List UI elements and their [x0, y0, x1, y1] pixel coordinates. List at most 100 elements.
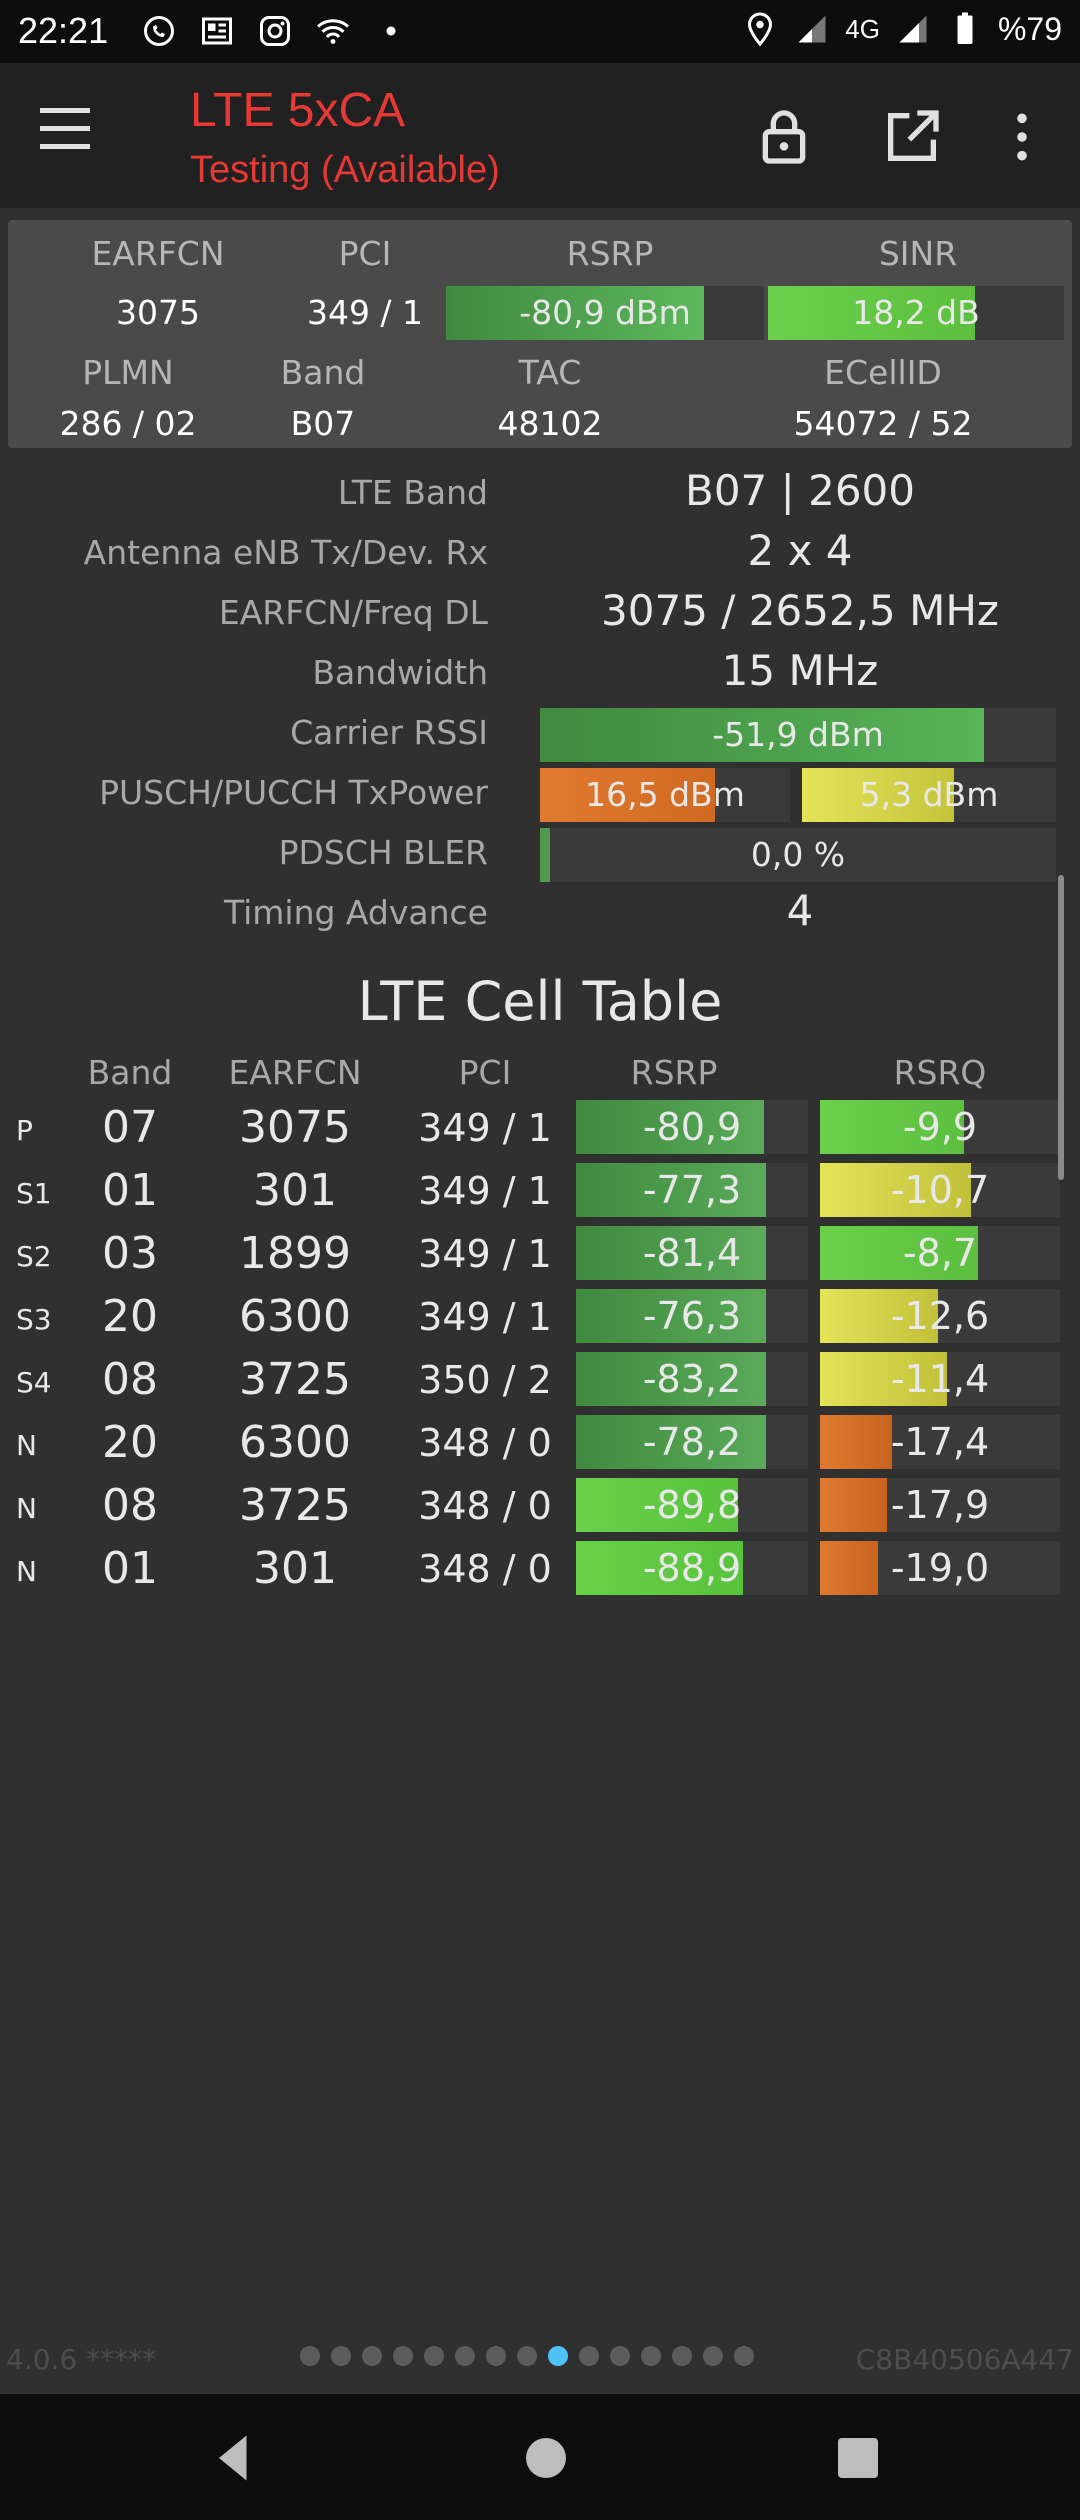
cell-pci: 348 / 0 — [418, 1484, 552, 1528]
rsrp-bar-fill — [576, 1163, 767, 1217]
rsrp-header: RSRP — [566, 234, 654, 273]
rsrp-value: -83,2 — [642, 1357, 742, 1401]
row-type: S1 — [16, 1177, 52, 1210]
pucch-txpower-bar-fill — [802, 768, 955, 822]
row-type: S4 — [16, 1366, 52, 1399]
rsrp-bar: -83,2 — [576, 1352, 808, 1406]
rsrp-bar-fill — [576, 1352, 767, 1406]
rsrq-bar: -8,7 — [820, 1226, 1060, 1280]
cell-earfcn: 6300 — [239, 1417, 351, 1468]
rsrq-bar-fill — [820, 1541, 878, 1595]
cell-earfcn: 3075 — [239, 1102, 351, 1153]
earfcn-value: 3075 — [116, 293, 200, 332]
cell-pci: 349 / 1 — [418, 1232, 552, 1276]
detail-value-bandwidth: 15 MHz — [721, 646, 879, 695]
row-type: S2 — [16, 1240, 52, 1273]
rsrq-value: -10,7 — [890, 1168, 990, 1212]
page-dot-active[interactable] — [548, 2346, 568, 2366]
cell-band: 01 — [102, 1543, 158, 1594]
detail-value-pusch-txpower: 16,5 dBm — [585, 775, 745, 814]
cell-earfcn: 6300 — [239, 1291, 351, 1342]
scrollbar[interactable] — [1058, 875, 1064, 1180]
tac-header: TAC — [518, 353, 582, 392]
detail-value-bler: 0,0 % — [750, 835, 846, 874]
carrier-rssi-bar: -51,9 dBm — [540, 708, 1056, 762]
cell-earfcn: 1899 — [239, 1228, 351, 1279]
rsrq-bar: -9,9 — [820, 1100, 1060, 1154]
summary-panel: EARFCN PCI RSRP SINR 3075 349 / 1 -80,9 … — [8, 220, 1072, 448]
rsrq-bar: -12,6 — [820, 1289, 1060, 1343]
detail-label-lte-band: LTE Band — [337, 473, 488, 512]
pusch-txpower-bar: 16,5 dBm — [540, 768, 790, 822]
recents-icon[interactable] — [822, 2422, 894, 2494]
page-dot[interactable] — [579, 2346, 599, 2366]
column-header-earfcn: EARFCN — [228, 1053, 362, 1092]
rsrp-bar-fill — [576, 1541, 744, 1595]
page-dot[interactable] — [362, 2346, 382, 2366]
page-dot[interactable] — [331, 2346, 351, 2366]
cell-band: 07 — [102, 1102, 158, 1153]
battery-icon — [946, 10, 984, 48]
cell-earfcn: 3725 — [239, 1354, 351, 1405]
sinr-header: SINR — [878, 234, 958, 273]
detail-label-antenna: Antenna eNB Tx/Dev. Rx — [83, 533, 488, 572]
page-dot[interactable] — [486, 2346, 506, 2366]
page-dot[interactable] — [610, 2346, 630, 2366]
back-icon[interactable] — [198, 2422, 270, 2494]
page-subtitle: Testing (Available) — [190, 149, 500, 191]
page-dot[interactable] — [641, 2346, 661, 2366]
news-icon — [198, 12, 236, 50]
detail-value-pucch-txpower: 5,3 dBm — [859, 775, 999, 814]
wifi-icon — [314, 12, 352, 50]
cell-earfcn: 301 — [253, 1543, 337, 1594]
ecellid-header: ECellID — [824, 353, 942, 392]
cell-earfcn: 3725 — [239, 1480, 351, 1531]
rsrq-bar-fill — [820, 1352, 948, 1406]
rsrq-bar: -17,4 — [820, 1415, 1060, 1469]
sinr-value: 18,2 dB — [852, 293, 980, 332]
rsrq-bar: -19,0 — [820, 1541, 1060, 1595]
pci-header: PCI — [338, 234, 392, 273]
detail-label-timing-advance: Timing Advance — [223, 893, 488, 932]
page-dot[interactable] — [703, 2346, 723, 2366]
cell-pci: 349 / 1 — [418, 1295, 552, 1339]
page-dot[interactable] — [424, 2346, 444, 2366]
page-indicator[interactable] — [300, 2346, 754, 2366]
rsrp-bar: -88,9 — [576, 1541, 808, 1595]
rsrp-bar: -80,9 — [576, 1100, 808, 1154]
rsrp-bar-fill — [576, 1100, 764, 1154]
page-dot[interactable] — [517, 2346, 537, 2366]
rsrq-bar-fill — [820, 1226, 979, 1280]
band-value: B07 — [290, 404, 356, 443]
cell-pci: 348 / 0 — [418, 1547, 552, 1591]
detail-label-bandwidth: Bandwidth — [312, 653, 488, 692]
cell-band: 08 — [102, 1354, 158, 1405]
cell-pci: 349 / 1 — [418, 1106, 552, 1150]
rsrq-value: -17,9 — [890, 1483, 990, 1527]
open-external-icon[interactable] — [880, 105, 944, 169]
signal-4g-icon — [894, 10, 932, 48]
home-icon[interactable] — [510, 2422, 582, 2494]
cell-band: 20 — [102, 1291, 158, 1342]
detail-value-carrier-rssi: -51,9 dBm — [712, 715, 884, 754]
rsrq-bar-fill — [820, 1289, 938, 1343]
page-dot[interactable] — [455, 2346, 475, 2366]
page-dot[interactable] — [672, 2346, 692, 2366]
row-type: S3 — [16, 1303, 52, 1336]
cell-band: 20 — [102, 1417, 158, 1468]
detail-label-txpower: PUSCH/PUCCH TxPower — [99, 773, 488, 812]
page-dot[interactable] — [300, 2346, 320, 2366]
more-options-icon[interactable] — [990, 105, 1054, 169]
lock-icon[interactable] — [752, 105, 816, 169]
row-type: N — [16, 1492, 37, 1525]
page-dot[interactable] — [393, 2346, 413, 2366]
page-dot[interactable] — [734, 2346, 754, 2366]
rsrq-value: -17,4 — [890, 1420, 990, 1464]
menu-icon[interactable] — [40, 108, 106, 164]
rsrp-bar: -78,2 — [576, 1415, 808, 1469]
column-header-band: Band — [87, 1053, 173, 1092]
detail-label-bler: PDSCH BLER — [278, 833, 488, 872]
rsrq-bar: -11,4 — [820, 1352, 1060, 1406]
cell-pci: 350 / 2 — [418, 1358, 552, 1402]
rsrp-value: -89,8 — [642, 1483, 742, 1527]
